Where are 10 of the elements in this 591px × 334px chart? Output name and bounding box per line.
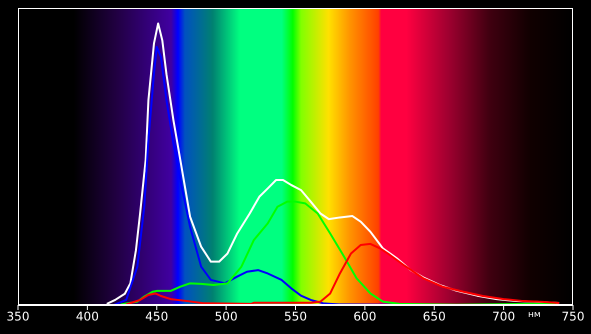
x-tick-label: 600: [353, 310, 376, 324]
x-axis-title: нм: [528, 310, 541, 320]
x-tick-label: 400: [76, 310, 99, 324]
x-tick-label: 750: [562, 310, 584, 324]
x-tick-label: 550: [284, 310, 307, 324]
x-tick-label: 700: [492, 310, 516, 324]
x-tick-label: 350: [6, 310, 30, 324]
x-tick-label: 500: [214, 310, 238, 324]
x-tick-label: 650: [422, 310, 446, 324]
x-tick-label: 450: [145, 310, 168, 324]
